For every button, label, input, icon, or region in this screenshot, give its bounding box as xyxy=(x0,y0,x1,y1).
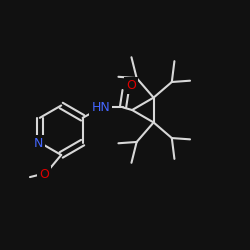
Text: N: N xyxy=(34,138,43,150)
Text: HN: HN xyxy=(92,101,110,114)
Text: O: O xyxy=(126,79,136,92)
Text: O: O xyxy=(39,168,49,181)
